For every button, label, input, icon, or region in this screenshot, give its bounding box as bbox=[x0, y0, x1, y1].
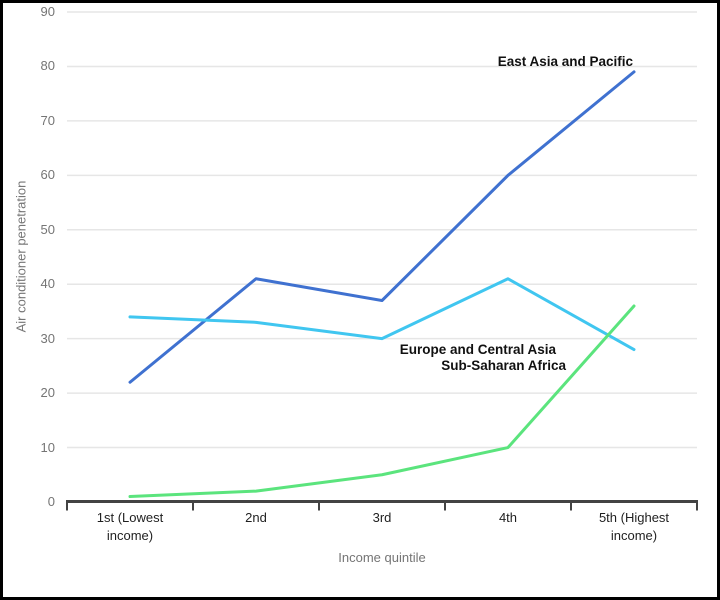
y-tick-label-30: 30 bbox=[40, 330, 55, 346]
y-tick-label-0: 0 bbox=[47, 494, 55, 509]
y-tick-label-80: 80 bbox=[40, 58, 55, 74]
y-tick-label-90: 90 bbox=[40, 4, 55, 19]
x-tick-label-1st-lowest-income: 1st (Lowest income) bbox=[96, 510, 164, 543]
x-axis-title: Income quintile bbox=[338, 550, 426, 565]
y-tick-label-60: 60 bbox=[40, 167, 55, 183]
series-lines bbox=[128, 70, 636, 499]
y-tick-label-40: 40 bbox=[40, 276, 55, 292]
y-tick-label-70: 70 bbox=[40, 112, 55, 128]
y-axis-title: Air conditioner penetration bbox=[13, 180, 29, 333]
x-tick-label-3rd: 3rd bbox=[372, 510, 392, 525]
series-label-sub-saharan-africa: Sub-Saharan Africa bbox=[441, 358, 566, 373]
y-tick-label-10: 10 bbox=[40, 439, 55, 455]
x-tick-label-5th-highest-income: 5th (Highest income) bbox=[598, 510, 670, 543]
series-label-europe-and-central-asia: Europe and Central Asia bbox=[399, 342, 556, 357]
series-line-east-asia-and-pacific bbox=[128, 70, 636, 384]
series-label-east-asia-and-pacific: East Asia and Pacific bbox=[497, 54, 633, 69]
y-tick-label-20: 20 bbox=[40, 385, 55, 401]
y-tick-label-50: 50 bbox=[40, 221, 55, 237]
x-tick-label-4th: 4th bbox=[498, 510, 518, 525]
gridlines bbox=[67, 11, 697, 449]
series-line-sub-saharan-africa bbox=[128, 304, 636, 499]
x-axis bbox=[66, 500, 698, 511]
series-line-europe-and-central-asia bbox=[128, 277, 636, 352]
x-tick-label-2nd: 2nd bbox=[245, 510, 267, 525]
plot-svg bbox=[66, 11, 698, 511]
